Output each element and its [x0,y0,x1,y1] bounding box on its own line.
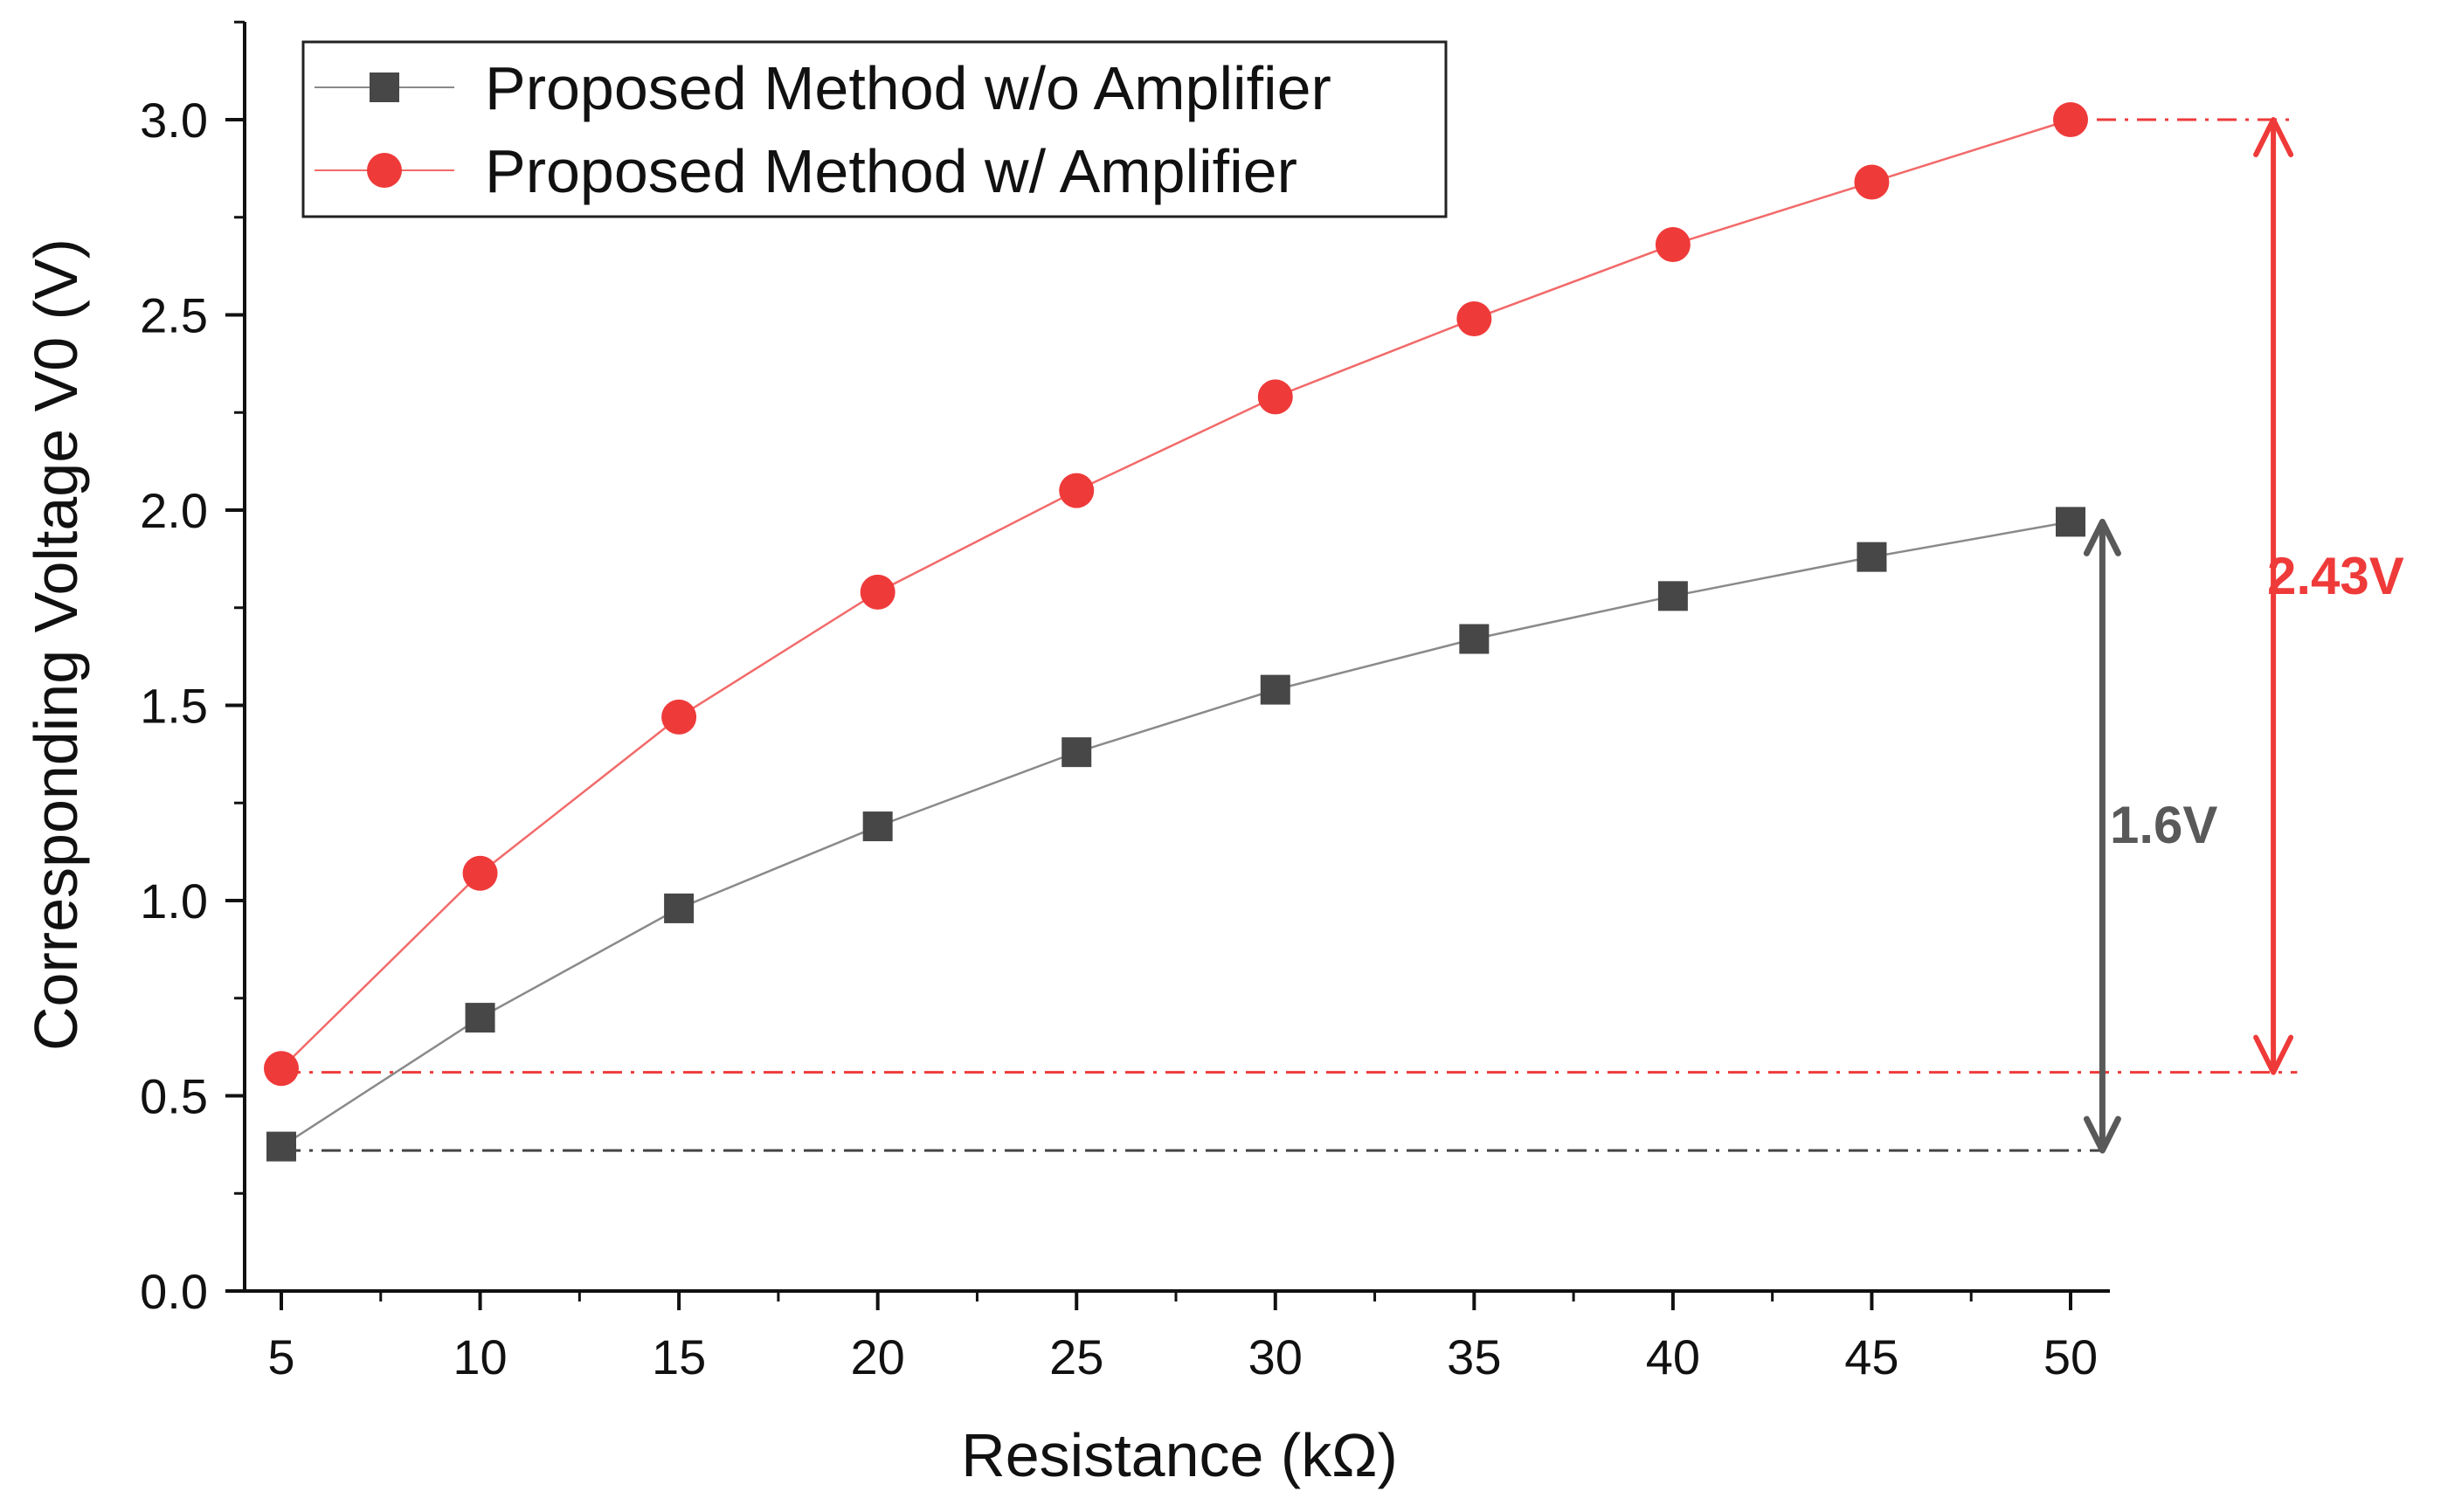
data-point-without-amplifier [862,811,893,842]
legend-label-without-amplifier: Proposed Method w/o Amplifier [485,54,1331,122]
data-point-without-amplifier [1459,624,1490,654]
x-tick-label: 30 [1248,1329,1303,1384]
x-tick-label: 40 [1646,1329,1700,1384]
x-tick-label: 15 [652,1329,706,1384]
x-ticks: 5 10 15 20 25 30 35 40 45 50 [267,1291,2098,1384]
data-point-without-amplifier [1657,581,1688,611]
data-point-without-amplifier [664,893,695,923]
y-tick-label: 3.0 [140,93,208,148]
arrow-with-amplifier-head-bottom [2253,1034,2294,1075]
reference-lines [281,118,2298,1152]
data-point-without-amplifier [1260,674,1290,705]
y-axis-title: Corresponding Voltage V0 (V) [22,238,90,1051]
legend: Proposed Method w/o Amplifier Proposed M… [301,40,1448,218]
x-tick-label: 10 [453,1329,507,1384]
data-point-with-amplifier [661,699,697,735]
data-point-without-amplifier [1061,737,1092,768]
y-tick-label: 1.5 [140,679,208,734]
legend-circle-marker-icon [367,153,402,188]
legend-entry-without-amplifier: Proposed Method w/o Amplifier [315,54,1331,122]
data-point-without-amplifier [2056,507,2085,537]
data-point-with-amplifier [1059,473,1095,508]
data-point-without-amplifier [266,1131,296,1162]
x-tick-label: 45 [1844,1329,1898,1384]
data-point-with-amplifier [2053,102,2088,137]
x-tick-label: 35 [1447,1329,1501,1384]
legend-label-with-amplifier: Proposed Method w/ Amplifier [485,137,1297,205]
arrow-with-amplifier-head-top [2253,117,2294,157]
series-lines [280,118,2071,1148]
annotation-label-with-amplifier: 2.43V [2267,547,2404,605]
data-point-with-amplifier [462,855,498,891]
x-tick-label: 25 [1049,1329,1103,1384]
series-line-without-amplifier [280,521,2071,1148]
arrow-without-amplifier-head-bottom [2083,1115,2121,1154]
y-tick-label: 0.0 [140,1264,208,1319]
axes: 5 10 15 20 25 30 35 40 45 50 0.0 0.5 1.0 1.5 2.0 2.5 3.… [140,20,2110,1384]
y-tick-label: 2.5 [140,288,208,343]
data-point-without-amplifier [465,1003,495,1033]
series-markers [264,102,2088,1162]
x-tick-label: 20 [851,1329,905,1384]
y-tick-label: 1.0 [140,873,208,929]
x-axis-title: Resistance (kΩ) [961,1421,1398,1489]
data-point-with-amplifier [264,1051,299,1087]
series-line-with-amplifier [280,118,2071,1070]
arrow-without-amplifier-head-top [2083,518,2121,556]
data-point-with-amplifier [860,574,895,610]
data-point-with-amplifier [1655,227,1691,263]
legend-entry-with-amplifier: Proposed Method w/ Amplifier [315,137,1297,205]
x-tick-label: 50 [2043,1329,2098,1384]
legend-box [301,40,1448,218]
data-point-without-amplifier [1857,542,1887,572]
y-ticks: 0.0 0.5 1.0 1.5 2.0 2.5 3.0 [140,20,245,1319]
annotations: 1.6V 2.43V [2083,117,2404,1154]
data-point-with-amplifier [1854,164,1890,200]
legend-square-marker-icon [370,72,399,102]
y-tick-label: 2.0 [140,483,208,538]
data-point-with-amplifier [1456,300,1492,336]
data-point-with-amplifier [1257,379,1293,415]
x-tick-label: 5 [267,1329,294,1384]
y-tick-label: 0.5 [140,1069,208,1124]
annotation-label-without-amplifier: 1.6V [2110,796,2217,854]
